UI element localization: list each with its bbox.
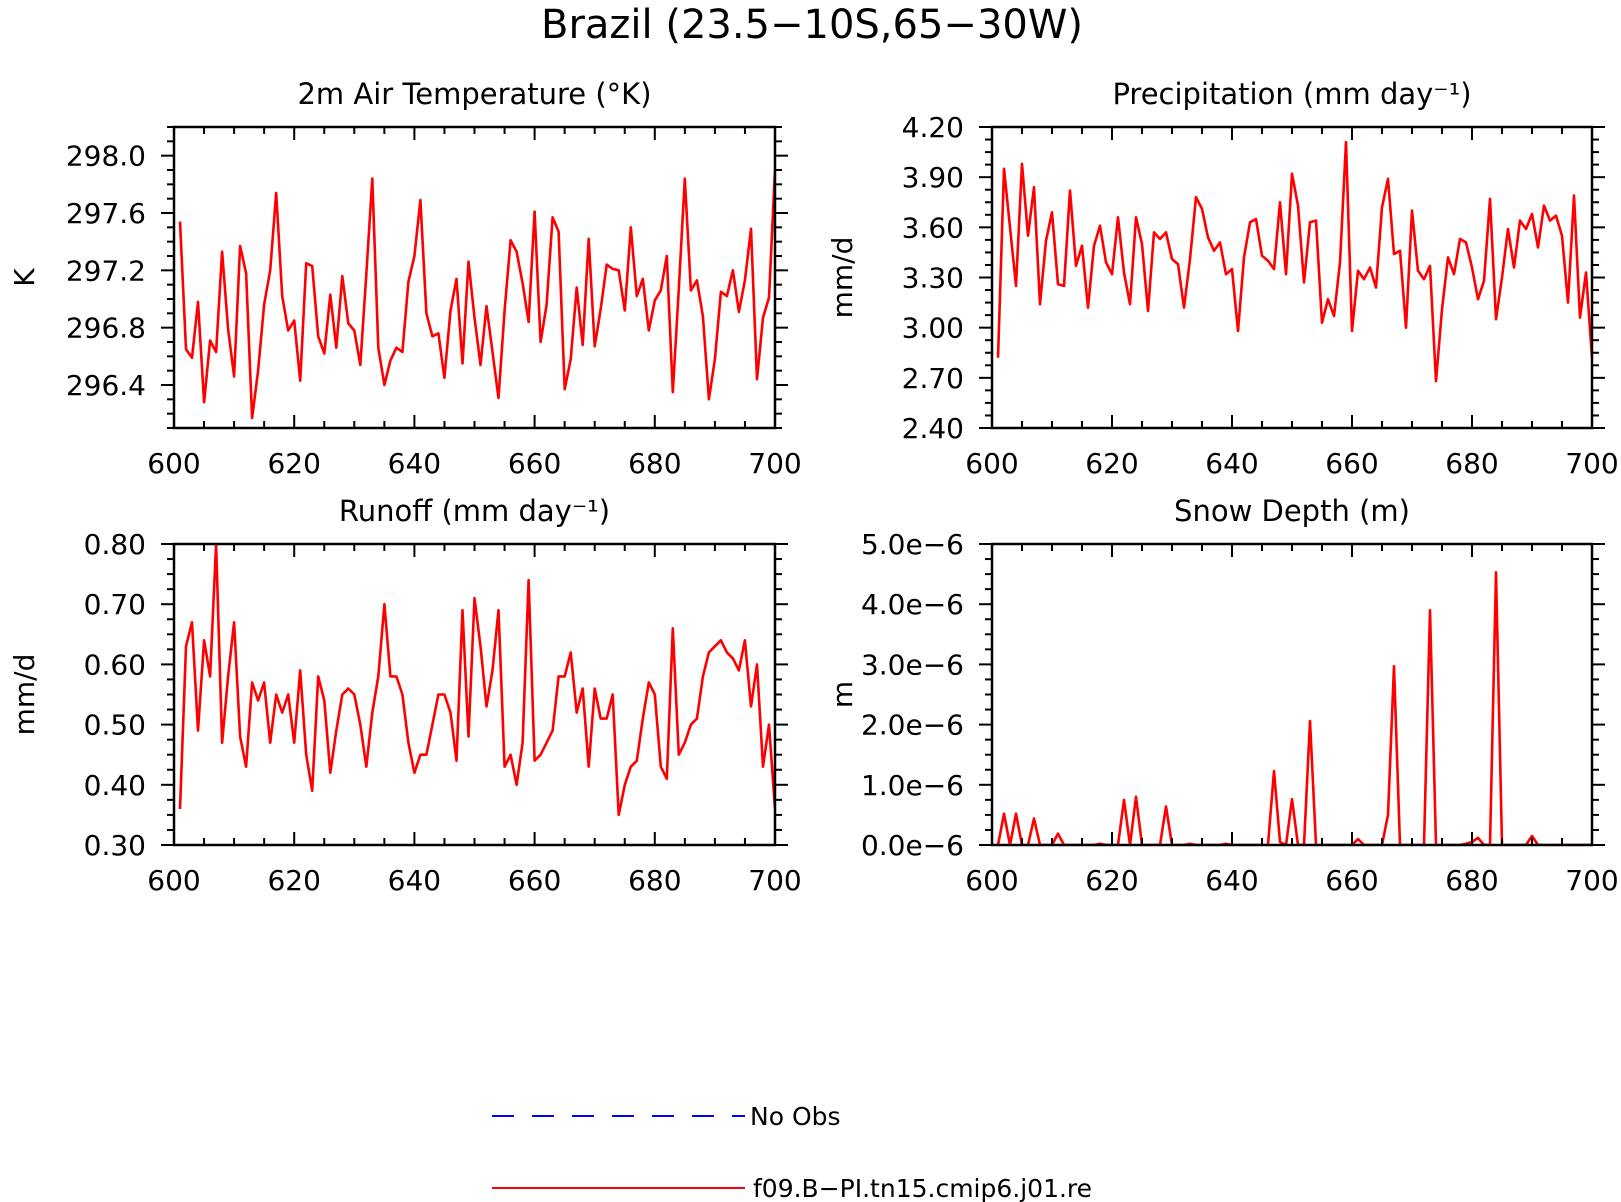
- y-tick-label: 4.0e−6: [861, 588, 964, 621]
- x-tick-label: 600: [965, 864, 1018, 897]
- series-line-snow-depth: [996, 570, 1592, 845]
- y-tick-label: 3.00: [902, 312, 964, 345]
- x-tick-label: 700: [748, 864, 801, 897]
- y-axis-label: mm/d: [826, 237, 859, 319]
- y-tick-label: 0.60: [84, 648, 146, 681]
- panel-precipitation: Precipitation (mm day⁻¹) mm/d 600 620 640 660…: [826, 77, 1619, 480]
- x-tick-label: 660: [508, 864, 561, 897]
- x-tick-label: 620: [267, 447, 320, 480]
- x-tick-label: 680: [1445, 447, 1498, 480]
- y-tick-label: 0.50: [84, 709, 146, 742]
- panel-title: Runoff (mm day⁻¹): [339, 494, 610, 528]
- series-line-precipitation: [996, 140, 1592, 383]
- x-tick-label: 700: [748, 447, 801, 480]
- y-tick-label: 298.0: [66, 140, 146, 173]
- y-axis-label: K: [8, 268, 41, 287]
- panel-air-temperature: 2m Air Temperature (°K) K 600 620 640 660 680 7…: [8, 77, 802, 480]
- series-line-air-temperature: [178, 169, 775, 420]
- x-tick-label: 640: [388, 864, 441, 897]
- x-tick-label: 700: [1565, 864, 1618, 897]
- x-tick-label: 600: [965, 447, 1018, 480]
- y-tick-label: 2.0e−6: [861, 709, 964, 742]
- x-tick-label: 620: [267, 864, 320, 897]
- legend-model-label: f09.B−PI.tn15.cmip6.j01.re: [753, 1174, 1092, 1202]
- y-axis-label: mm/d: [8, 654, 41, 736]
- panel-title: 2m Air Temperature (°K): [297, 77, 651, 111]
- x-tick-label: 660: [1325, 864, 1378, 897]
- panel-title: Snow Depth (m): [1174, 494, 1410, 528]
- x-tick-label: 600: [147, 864, 200, 897]
- y-tick-label: 0.30: [84, 829, 146, 862]
- x-tick-label: 680: [1445, 864, 1498, 897]
- y-tick-label: 297.6: [66, 197, 146, 230]
- x-tick-label: 680: [628, 864, 681, 897]
- y-axis-label: m: [826, 681, 859, 708]
- panel-snow-depth: Snow Depth (m) m 600 620 640 660 680 700 0.0e−6 1…: [826, 494, 1619, 897]
- x-tick-label: 680: [628, 447, 681, 480]
- x-tick-label: 640: [1205, 864, 1258, 897]
- legend-obs-label: No Obs: [750, 1102, 841, 1131]
- panels: 2m Air Temperature (°K) K 600 620 640 660 680 7…: [8, 77, 1619, 897]
- x-tick-label: 660: [1325, 447, 1378, 480]
- y-tick-label: 0.0e−6: [861, 829, 964, 862]
- panel-title: Precipitation (mm day⁻¹): [1112, 77, 1471, 111]
- y-tick-label: 296.8: [66, 312, 146, 345]
- y-tick-label: 0.80: [84, 528, 146, 561]
- y-tick-label: 297.2: [66, 254, 146, 287]
- y-tick-label: 3.60: [902, 211, 964, 244]
- series-line-runoff: [178, 544, 775, 817]
- y-tick-label: 4.20: [902, 111, 964, 144]
- x-tick-label: 640: [1205, 447, 1258, 480]
- plot-frame: [172, 125, 777, 430]
- x-tick-label: 700: [1565, 447, 1618, 480]
- y-tick-label: 2.70: [902, 362, 964, 395]
- y-tick-label: 3.30: [902, 262, 964, 295]
- y-tick-label: 3.90: [902, 161, 964, 194]
- x-tick-label: 640: [388, 447, 441, 480]
- figure-title: Brazil (23.5−10S,65−30W): [541, 2, 1083, 48]
- y-tick-label: 1.0e−6: [861, 769, 964, 802]
- y-tick-label: 296.4: [66, 369, 146, 402]
- y-tick-label: 3.0e−6: [861, 648, 964, 681]
- y-tick-label: 2.40: [902, 412, 964, 445]
- x-tick-label: 620: [1085, 864, 1138, 897]
- x-tick-label: 660: [508, 447, 561, 480]
- y-tick-label: 0.70: [84, 588, 146, 621]
- x-tick-label: 600: [147, 447, 200, 480]
- y-tick-label: 5.0e−6: [861, 528, 964, 561]
- y-tick-label: 0.40: [84, 769, 146, 802]
- legend: No Obs f09.B−PI.tn15.cmip6.j01.re: [492, 1102, 1092, 1202]
- panel-runoff: Runoff (mm day⁻¹) mm/d 600 620 640 660 680 700 0…: [8, 494, 802, 897]
- x-tick-label: 620: [1085, 447, 1138, 480]
